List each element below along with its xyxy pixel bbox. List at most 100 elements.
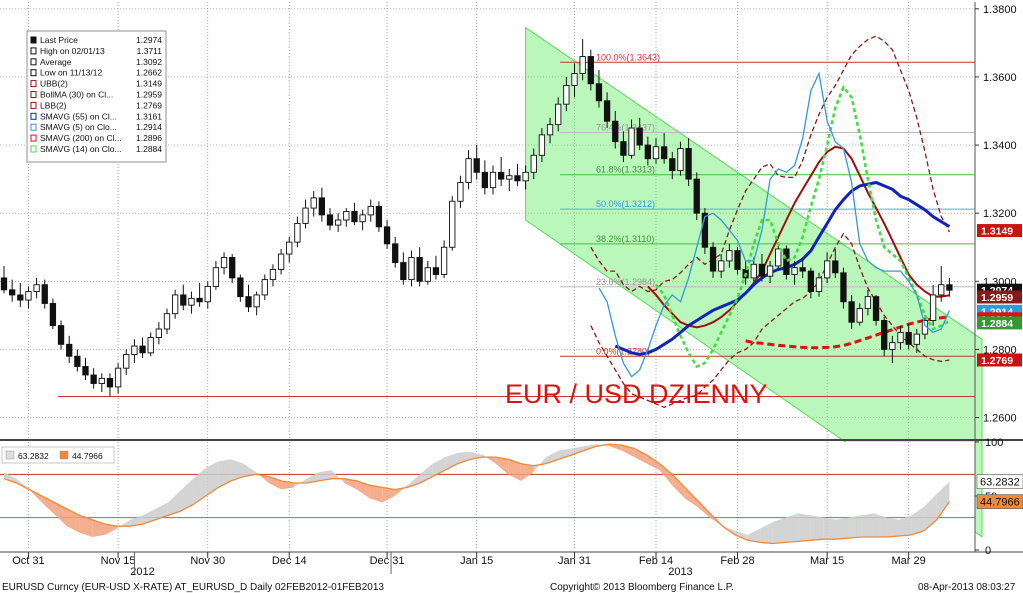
price-tag-label: 1.3149 [981, 226, 1013, 238]
candle-body [66, 343, 73, 357]
legend-label: SMAVG (55) on Cl... [40, 111, 117, 121]
legend-swatch [30, 47, 37, 55]
candle-body [408, 257, 415, 281]
rsi-fill-segment [356, 480, 370, 499]
candle-body [661, 146, 668, 160]
candle-body [636, 127, 643, 146]
rsi-fill-segment [760, 521, 773, 544]
price-tag-bg [977, 224, 1022, 238]
rsi-fill-segment [407, 474, 420, 488]
candle-body [326, 214, 334, 226]
sma200-line [745, 315, 950, 350]
fib-label: 100.0%(1.3643) [596, 52, 660, 62]
candle-body [897, 331, 904, 344]
candle-body [555, 103, 562, 126]
rsi-fill-segment [697, 500, 710, 518]
candle-body [595, 83, 603, 102]
candle-body [212, 267, 220, 287]
candle-body [913, 333, 920, 345]
rsi-fill-segment [609, 444, 622, 451]
rsi-fill-segment [29, 489, 42, 503]
rsi-fill-segment [684, 487, 698, 507]
fib-label: 38.2%(1.3110) [596, 234, 654, 244]
rsi-fill-segment [861, 513, 874, 537]
candle-body [98, 377, 105, 384]
bollinger-lower-line [590, 232, 950, 409]
candle-body [432, 267, 440, 275]
rsi-fill-segment [823, 517, 836, 540]
legend-value: 1.3149 [136, 79, 162, 89]
rsi-fill-segment [218, 459, 231, 488]
rsi-tag-bg [976, 474, 1023, 489]
rsi-fill-segment [873, 513, 887, 537]
candle-body [440, 246, 448, 275]
candle-body [889, 342, 896, 350]
candle-body [416, 257, 423, 282]
candle-body [155, 328, 162, 338]
x-tick-label: Oct 31 [12, 555, 44, 567]
candle-body [498, 171, 505, 180]
legend-label: UBB(2) [40, 79, 68, 89]
legend-swatch [30, 134, 37, 142]
footer: EURUSD Curncy (EUR-USD X-RATE) AT_EURUSD… [2, 582, 1016, 593]
rsi-fill-segment [432, 457, 446, 477]
candle-body [237, 277, 244, 298]
candle-body [188, 297, 195, 306]
x-tick-label: Mar 15 [810, 555, 844, 567]
rsi-legend-box [1, 446, 115, 464]
candle-body [669, 158, 676, 172]
legend-value: 1.2914 [136, 122, 162, 132]
candle-body [563, 85, 570, 105]
candle-body [343, 211, 350, 221]
candle-body [163, 313, 171, 330]
candle-body [783, 248, 790, 275]
candle-body [824, 260, 831, 279]
sma55-line [614, 180, 951, 357]
legend-value: 1.2959 [136, 90, 162, 100]
legend-label: High on 02/01/13 [40, 46, 105, 56]
rsi-fill-segment [41, 496, 55, 515]
year-label: 2012 [130, 566, 154, 578]
candle-body [603, 100, 611, 122]
candle-body [49, 303, 57, 327]
candle-body [147, 337, 154, 354]
legend-value: 1.2974 [136, 35, 162, 45]
rsi-fill-segment [369, 485, 383, 503]
legend-label: SMAVG (14) on Clo... [40, 144, 122, 154]
candle-body [946, 284, 953, 291]
rsi-fill-segment [520, 463, 534, 481]
fib-label: 61.8%(1.3313) [596, 165, 655, 175]
candle-body [758, 263, 766, 277]
candle-body [612, 120, 619, 143]
rsi-fill-segment [457, 451, 471, 464]
price-tag-label: 1.2884 [981, 318, 1013, 330]
candle-body [587, 56, 594, 85]
candle-body [506, 175, 513, 180]
price-tag-label: 1.2959 [981, 292, 1013, 304]
fib-label: 0.0%(1.2780) [596, 346, 650, 356]
price-tick-label: 1.3200 [983, 208, 1017, 220]
rsi-legend-value: 63.2832 [18, 451, 49, 461]
candle-body [701, 212, 709, 248]
candle-body [25, 291, 32, 301]
candle-body [57, 325, 65, 345]
candle-body [335, 219, 342, 226]
x-tick-label: Dec 31 [370, 555, 405, 567]
rsi-fill-segment [79, 515, 93, 537]
rsi-tag-label: 63.2832 [980, 477, 1020, 489]
candle-body [571, 73, 578, 86]
price-tag-bg [977, 353, 1022, 367]
rsi-fill-segment [382, 487, 395, 503]
rsi-fill-segment [319, 470, 332, 481]
rsi-fill-segment [92, 519, 105, 537]
rsi-panel: 63.2832 44.7966 [0, 442, 975, 550]
candle-body [652, 146, 660, 160]
candle-body [196, 297, 203, 303]
candle-body [538, 134, 546, 156]
candle-body [261, 279, 268, 296]
rsi-fill-segment [495, 457, 509, 475]
rsi-fill-segment [747, 528, 761, 543]
candle-body [693, 178, 700, 214]
legend-frame [26, 30, 167, 163]
